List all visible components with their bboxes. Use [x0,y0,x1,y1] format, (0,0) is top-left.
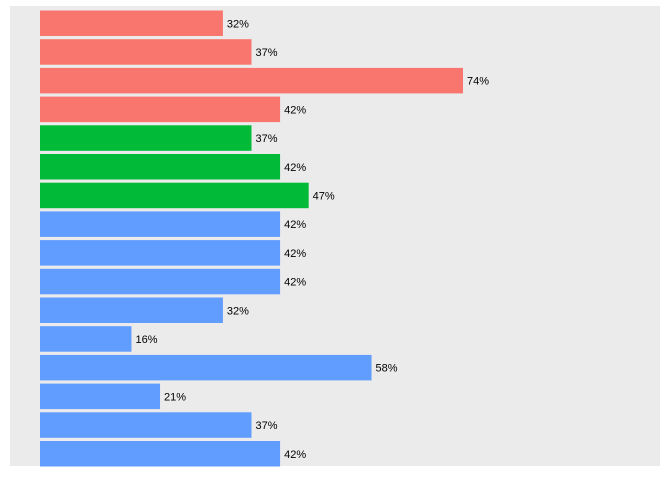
bar-9 [40,240,281,266]
bar-label-6: 42% [284,162,306,174]
bar-label-8: 42% [284,219,306,231]
bar-label-13: 58% [376,363,398,375]
bar-label-9: 42% [284,248,306,260]
bar-3 [40,67,463,94]
bar-16 [40,441,281,467]
bar-label-7: 47% [313,190,335,202]
bar-14 [40,383,161,410]
bar-12 [40,326,132,352]
bars-layer [40,10,463,467]
bar-label-12: 16% [135,334,157,346]
bar-4 [40,96,281,123]
labels-layer: 32% 37% 74% 42% 37% 42% 47% 42% 42% 42% 32% 16% 58% 2… [135,18,489,461]
bar-label-1: 32% [227,18,249,30]
bar-7 [40,182,309,209]
bar-15 [40,412,252,438]
bar-6 [40,154,281,180]
bar-1 [40,10,223,36]
bar-10 [40,268,281,295]
bar-label-11: 32% [227,305,249,317]
bar-label-2: 37% [256,47,278,59]
bar-label-10: 42% [284,277,306,289]
bar-label-3: 74% [467,76,489,88]
bar-label-5: 37% [256,133,278,145]
bar-label-15: 37% [256,420,278,432]
bar-8 [40,211,281,237]
bar-label-4: 42% [284,104,306,116]
bar-2 [40,39,252,65]
bar-label-14: 21% [164,391,186,403]
bar-13 [40,354,372,381]
bar-label-16: 42% [284,449,306,461]
bar-11 [40,297,223,323]
bar-5 [40,125,252,151]
